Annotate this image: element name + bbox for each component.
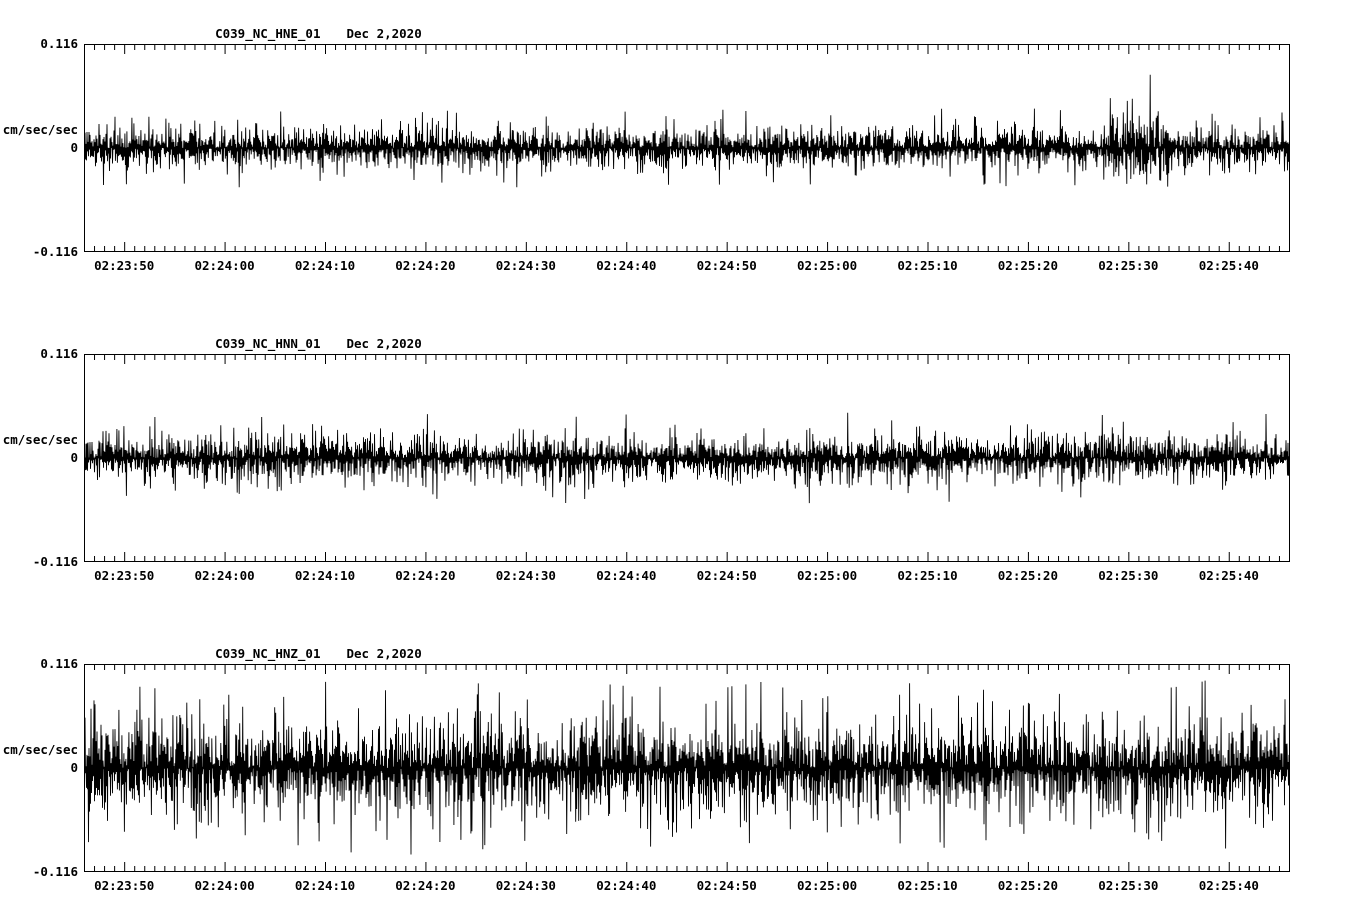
y-max-label: 0.116 bbox=[40, 346, 78, 361]
x-axis-labels: 02:23:50 02:24:00 02:24:10 02:24:20 02:24:30… bbox=[84, 878, 1290, 894]
date-label: Dec 2,2020 bbox=[346, 646, 422, 661]
channel-title: C039_NC_HNN_01 bbox=[215, 336, 321, 351]
y-min-label: -0.116 bbox=[32, 864, 78, 879]
x-tick-label: 02:25:00 bbox=[796, 568, 858, 583]
x-axis-labels: 02:23:50 02:24:00 02:24:10 02:24:20 02:24:30… bbox=[84, 568, 1290, 584]
x-tick-label: 02:23:50 bbox=[94, 258, 155, 273]
x-tick-label: 02:24:40 bbox=[596, 878, 657, 893]
x-tick-label: 02:23:50 bbox=[94, 878, 155, 893]
y-zero-label: 0 bbox=[70, 450, 78, 465]
y-axis-units: cm/sec/sec bbox=[2, 742, 78, 757]
panel-title-row: C039_NC_HNN_01 Dec 2,2020 bbox=[185, 320, 422, 368]
plot-frame bbox=[84, 664, 1290, 872]
x-tick-label: 02:24:30 bbox=[495, 878, 556, 893]
x-tick-label: 02:24:30 bbox=[495, 258, 556, 273]
y-axis-units: cm/sec/sec bbox=[2, 122, 78, 137]
x-tick-label: 02:24:50 bbox=[696, 878, 757, 893]
x-tick-label: 02:25:30 bbox=[1098, 568, 1159, 583]
x-tick-label: 02:24:00 bbox=[194, 878, 255, 893]
x-tick-label: 02:23:50 bbox=[94, 568, 155, 583]
plot-frame bbox=[84, 354, 1290, 562]
x-tick-label: 02:25:30 bbox=[1098, 258, 1159, 273]
y-axis-units: cm/sec/sec bbox=[2, 432, 78, 447]
waveform-plot bbox=[84, 44, 1290, 252]
waveform-trace bbox=[84, 412, 1290, 504]
y-max-label: 0.116 bbox=[40, 36, 78, 51]
seismogram-panel-hne: C039_NC_HNE_01 Dec 2,2020 0.116 cm/sec/se… bbox=[0, 10, 1358, 300]
x-tick-label: 02:25:00 bbox=[796, 878, 858, 893]
x-tick-label: 02:24:00 bbox=[194, 258, 255, 273]
x-tick-label: 02:24:30 bbox=[495, 568, 556, 583]
x-tick-label: 02:24:40 bbox=[596, 568, 657, 583]
x-axis-labels: 02:23:50 02:24:00 02:24:10 02:24:20 02:24:30… bbox=[84, 258, 1290, 274]
panel-title-row: C039_NC_HNZ_01 Dec 2,2020 bbox=[185, 630, 422, 678]
x-tick-label: 02:24:10 bbox=[294, 878, 356, 893]
x-tick-label: 02:24:50 bbox=[696, 568, 757, 583]
waveform-plot bbox=[84, 664, 1290, 872]
seismogram-panel-hnn: C039_NC_HNN_01 Dec 2,2020 0.116 cm/sec/se… bbox=[0, 320, 1358, 610]
waveform-plot bbox=[84, 354, 1290, 562]
x-tick-label: 02:24:20 bbox=[395, 878, 456, 893]
x-tick-label: 02:25:40 bbox=[1198, 258, 1259, 273]
channel-title: C039_NC_HNZ_01 bbox=[215, 646, 321, 661]
x-tick-label: 02:25:40 bbox=[1198, 878, 1259, 893]
y-max-label: 0.116 bbox=[40, 656, 78, 671]
x-tick-label: 02:25:10 bbox=[897, 568, 958, 583]
waveform-trace bbox=[84, 74, 1290, 188]
seismogram-panel-hnz: C039_NC_HNZ_01 Dec 2,2020 0.116 cm/sec/se… bbox=[0, 630, 1358, 920]
x-tick-label: 02:25:20 bbox=[997, 258, 1058, 273]
x-tick-label: 02:24:20 bbox=[395, 568, 456, 583]
x-tick-label: 02:25:20 bbox=[997, 568, 1058, 583]
y-min-label: -0.116 bbox=[32, 554, 78, 569]
x-tick-label: 02:25:30 bbox=[1098, 878, 1159, 893]
y-zero-label: 0 bbox=[70, 760, 78, 775]
x-tick-label: 02:24:20 bbox=[395, 258, 456, 273]
x-tick-label: 02:25:00 bbox=[796, 258, 858, 273]
y-min-label: -0.116 bbox=[32, 244, 78, 259]
date-label: Dec 2,2020 bbox=[346, 336, 422, 351]
x-tick-label: 02:25:20 bbox=[997, 878, 1058, 893]
x-tick-label: 02:25:10 bbox=[897, 878, 958, 893]
x-tick-label: 02:24:40 bbox=[596, 258, 657, 273]
panel-title-row: C039_NC_HNE_01 Dec 2,2020 bbox=[185, 10, 422, 58]
x-tick-label: 02:24:10 bbox=[294, 568, 356, 583]
plot-frame bbox=[84, 44, 1290, 252]
x-tick-label: 02:24:00 bbox=[194, 568, 255, 583]
channel-title: C039_NC_HNE_01 bbox=[215, 26, 321, 41]
waveform-trace bbox=[84, 680, 1290, 855]
x-tick-label: 02:24:10 bbox=[294, 258, 356, 273]
date-label: Dec 2,2020 bbox=[346, 26, 422, 41]
x-tick-label: 02:24:50 bbox=[696, 258, 757, 273]
y-zero-label: 0 bbox=[70, 140, 78, 155]
x-tick-label: 02:25:10 bbox=[897, 258, 958, 273]
x-tick-label: 02:25:40 bbox=[1198, 568, 1259, 583]
